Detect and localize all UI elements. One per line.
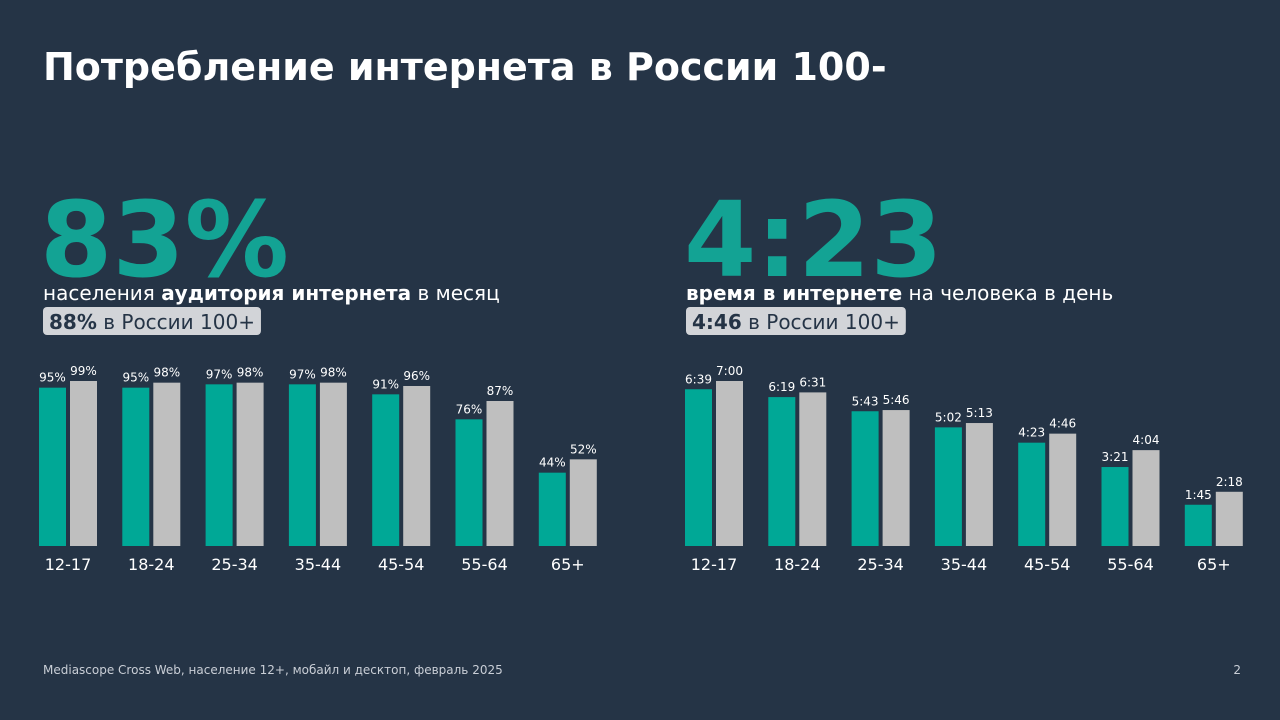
x-tick-label: 18-24	[128, 555, 175, 574]
bar	[486, 401, 514, 546]
value-label: 7:00	[716, 364, 743, 378]
badge-bg	[686, 307, 906, 335]
bar	[569, 459, 597, 546]
bar	[319, 382, 347, 546]
bar	[799, 392, 827, 546]
bar	[288, 384, 316, 546]
bar	[882, 410, 910, 546]
kpi-value: 83%	[40, 179, 289, 301]
bar	[768, 397, 796, 546]
value-label: 6:31	[799, 375, 826, 389]
value-label: 4:04	[1133, 433, 1160, 447]
value-label: 44%	[539, 456, 566, 470]
kpi: 4:23 время в интернете на человека в ден…	[684, 179, 1113, 335]
caption-part: на человека в день	[902, 281, 1113, 305]
value-label: 6:39	[685, 372, 712, 386]
slide-title: Потребление интернета в России 100-	[43, 45, 887, 89]
x-tick-label: 35-44	[295, 555, 342, 574]
value-label: 4:46	[1049, 417, 1076, 431]
bar	[70, 381, 97, 546]
bar	[455, 419, 483, 546]
caption-part: населения	[43, 281, 161, 305]
value-label: 76%	[456, 402, 483, 416]
value-label: 5:02	[935, 410, 962, 424]
x-tick-label: 12-17	[691, 555, 738, 574]
badge-text: 4:46 в России 100+	[692, 310, 900, 334]
kpi-value: 4:23	[684, 179, 943, 301]
bar	[1018, 442, 1046, 546]
value-label: 98%	[237, 366, 264, 380]
bar	[372, 394, 400, 546]
kpi: 83% населения аудитория интернета в меся…	[40, 179, 500, 335]
bar	[538, 472, 566, 546]
value-label: 5:46	[883, 393, 910, 407]
value-label: 5:43	[852, 394, 879, 408]
value-label: 97%	[206, 367, 233, 381]
x-tick-label: 55-64	[461, 555, 508, 574]
value-label: 96%	[403, 369, 430, 383]
value-label: 99%	[70, 364, 97, 378]
badge-part: в России 100+	[742, 310, 900, 334]
value-label: 3:21	[1102, 450, 1129, 464]
bar	[153, 382, 181, 546]
value-label: 98%	[153, 366, 180, 380]
bar	[716, 381, 743, 546]
x-tick-label: 55-64	[1107, 555, 1154, 574]
value-label: 98%	[320, 366, 347, 380]
bar	[39, 387, 66, 546]
kpi-caption: населения аудитория интернета в месяц	[43, 281, 500, 305]
caption-part: в месяц	[411, 281, 500, 305]
bar	[1101, 467, 1129, 546]
badge-part: в России 100+	[97, 310, 255, 334]
bar	[965, 423, 993, 546]
page-number: 2	[1233, 663, 1241, 677]
caption-part: время в интернете	[686, 281, 902, 305]
bar	[1215, 491, 1243, 546]
badge-bg	[43, 307, 261, 335]
bar	[205, 384, 233, 546]
x-tick-label: 65+	[551, 555, 585, 574]
value-label: 1:45	[1185, 488, 1212, 502]
caption-part: аудитория интернета	[161, 281, 411, 305]
bar	[1049, 433, 1077, 546]
value-label: 97%	[289, 367, 316, 381]
x-tick-label: 45-54	[378, 555, 425, 574]
value-label: 2:18	[1216, 475, 1243, 489]
x-tick-label: 25-34	[857, 555, 904, 574]
value-label: 91%	[372, 377, 399, 391]
bar	[685, 389, 712, 546]
badge-part: 4:46	[692, 310, 742, 334]
x-tick-label: 35-44	[941, 555, 988, 574]
x-tick-label: 18-24	[774, 555, 821, 574]
value-label: 95%	[122, 371, 149, 385]
bar	[236, 382, 264, 546]
footer: Mediascope Cross Web, население 12+, моб…	[43, 663, 503, 677]
value-label: 5:13	[966, 406, 993, 420]
bar	[934, 427, 962, 546]
value-label: 4:23	[1018, 426, 1045, 440]
kpi-caption: время в интернете на человека в день	[686, 281, 1113, 305]
x-tick-label: 45-54	[1024, 555, 1071, 574]
value-label: 87%	[487, 384, 514, 398]
bar	[122, 387, 150, 546]
x-tick-label: 12-17	[45, 555, 92, 574]
badge-text: 88% в России 100+	[49, 310, 255, 334]
bar	[1132, 450, 1160, 546]
x-tick-label: 25-34	[211, 555, 258, 574]
bar	[403, 386, 431, 546]
value-label: 6:19	[768, 380, 795, 394]
bar	[1184, 504, 1212, 546]
value-label: 95%	[39, 371, 66, 385]
badge-part: 88%	[49, 310, 97, 334]
bar	[851, 411, 879, 546]
value-label: 52%	[570, 442, 597, 456]
x-tick-label: 65+	[1197, 555, 1231, 574]
